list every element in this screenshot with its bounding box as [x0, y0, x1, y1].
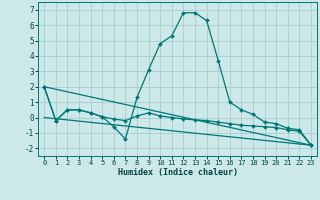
X-axis label: Humidex (Indice chaleur): Humidex (Indice chaleur) — [118, 168, 238, 177]
